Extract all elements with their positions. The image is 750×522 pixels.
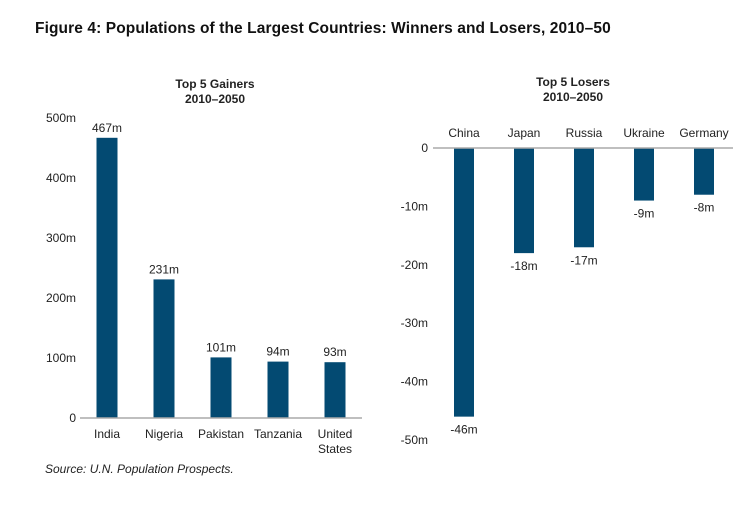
losers-y-tick-label: -40m bbox=[401, 375, 428, 389]
gainers-data-label: 94m bbox=[266, 345, 289, 359]
category-label-line: China bbox=[448, 126, 480, 140]
losers-y-tick-label: 0 bbox=[421, 141, 428, 155]
gainers-bar-united-states bbox=[324, 362, 346, 418]
gainers-bar-india bbox=[96, 137, 118, 419]
losers-bar-china bbox=[454, 148, 474, 417]
losers-data-label: -9m bbox=[634, 207, 655, 221]
gainers-data-label: 101m bbox=[206, 340, 236, 354]
gainers-category-label: Pakistan bbox=[198, 427, 244, 441]
category-label-line: Ukraine bbox=[623, 126, 665, 140]
category-label-line: States bbox=[318, 442, 352, 456]
losers-category-label: Russia bbox=[566, 126, 603, 140]
losers-category-label: Germany bbox=[679, 126, 728, 140]
category-label-line: United bbox=[318, 427, 353, 441]
gainers-data-label: 231m bbox=[149, 262, 179, 276]
losers-category-label: Japan bbox=[508, 126, 541, 140]
gainers-y-tick-label: 400m bbox=[46, 171, 76, 185]
source-note: Source: U.N. Population Prospects. bbox=[45, 462, 234, 476]
gainers-y-tick-label: 200m bbox=[46, 291, 76, 305]
losers-data-label: -18m bbox=[510, 259, 537, 273]
gainers-data-label: 467m bbox=[92, 121, 122, 135]
category-label-line: Russia bbox=[566, 126, 603, 140]
category-label-line: Pakistan bbox=[198, 427, 244, 441]
losers-bar-russia bbox=[574, 148, 594, 248]
losers-bar-ukraine bbox=[634, 148, 654, 201]
figure-title: Figure 4: Populations of the Largest Cou… bbox=[35, 20, 611, 37]
gainers-chart-subtitle: 2010–2050 bbox=[185, 92, 245, 106]
category-label-line: Nigeria bbox=[145, 427, 183, 441]
gainers-category-label: India bbox=[94, 427, 120, 441]
losers-chart-subtitle: 2010–2050 bbox=[543, 90, 603, 104]
category-label-line: Tanzania bbox=[254, 427, 302, 441]
losers-y-tick-label: -50m bbox=[401, 433, 428, 447]
losers-data-label: -17m bbox=[570, 253, 597, 267]
gainers-category-label: Nigeria bbox=[145, 427, 183, 441]
category-label-line: India bbox=[94, 427, 120, 441]
losers-bar-japan bbox=[514, 148, 534, 254]
losers-y-tick-label: -10m bbox=[401, 199, 428, 213]
losers-data-label: -46m bbox=[450, 423, 477, 437]
gainers-bar-tanzania bbox=[267, 361, 289, 418]
gainers-bar-nigeria bbox=[153, 279, 175, 418]
losers-y-tick-label: -30m bbox=[401, 316, 428, 330]
losers-bar-germany bbox=[694, 148, 714, 195]
gainers-y-tick-label: 0 bbox=[69, 411, 76, 425]
gainers-y-tick-label: 300m bbox=[46, 231, 76, 245]
losers-category-label: Ukraine bbox=[623, 126, 665, 140]
gainers-y-tick-label: 100m bbox=[46, 351, 76, 365]
category-label-line: Japan bbox=[508, 126, 541, 140]
gainers-bar-pakistan bbox=[210, 357, 232, 418]
gainers-chart-title: Top 5 Gainers bbox=[175, 77, 254, 91]
losers-y-tick-label: -20m bbox=[401, 258, 428, 272]
gainers-category-label: United States bbox=[318, 427, 353, 456]
losers-chart-title: Top 5 Losers bbox=[536, 75, 610, 89]
gainers-category-label: Tanzania bbox=[254, 427, 302, 441]
losers-category-label: China bbox=[448, 126, 480, 140]
gainers-y-tick-label: 500m bbox=[46, 111, 76, 125]
gainers-data-label: 93m bbox=[323, 345, 346, 359]
category-label-line: Germany bbox=[679, 126, 728, 140]
losers-data-label: -8m bbox=[694, 201, 715, 215]
